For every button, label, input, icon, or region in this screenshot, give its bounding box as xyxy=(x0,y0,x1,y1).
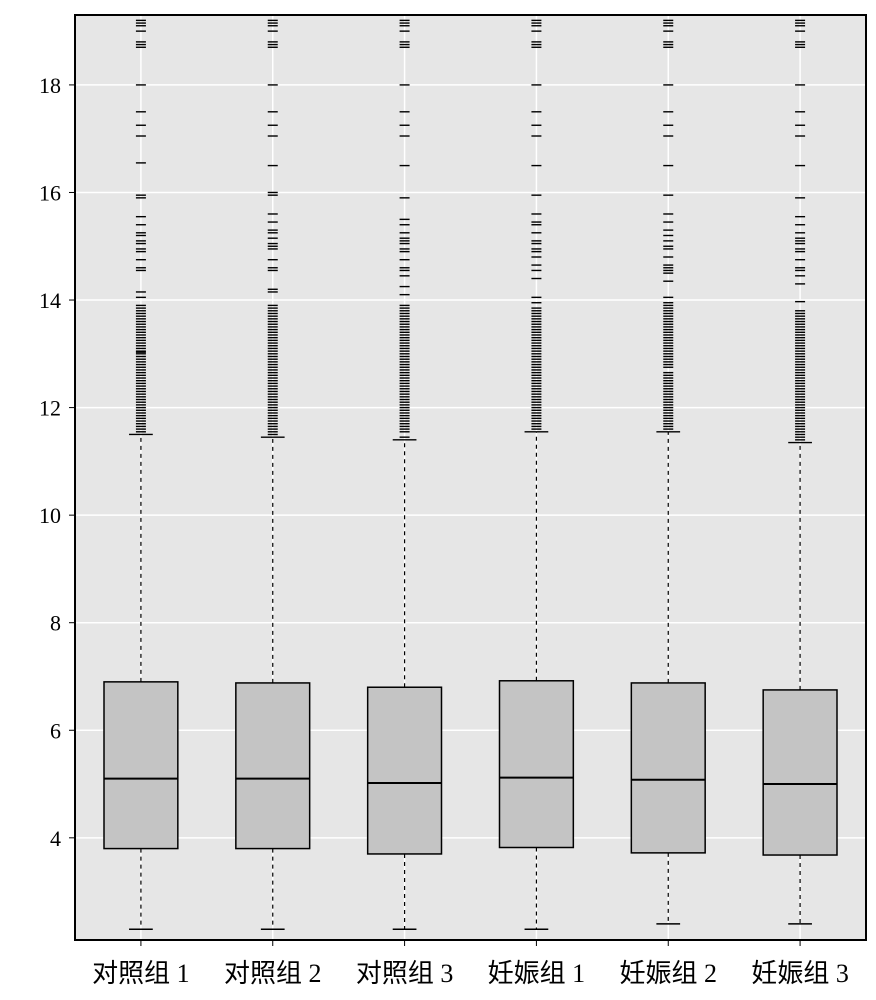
x-axis-category-label: 对照组 1 xyxy=(92,959,190,988)
y-axis-tick-label: 10 xyxy=(39,503,61,528)
box xyxy=(368,687,442,854)
box xyxy=(104,682,178,849)
boxplot-svg: 4 6 8 10 12 14 16 18 对照组 1 对照组 2 对照组 3 妊娠组 1 妊娠组 2 妊娠… xyxy=(0,0,876,1000)
box xyxy=(236,683,310,849)
x-axis-category-label: 妊娠组 1 xyxy=(488,959,586,988)
box xyxy=(763,690,837,855)
y-axis-tick-label: 8 xyxy=(50,611,61,636)
box xyxy=(631,683,705,853)
y-axis-tick-label: 16 xyxy=(39,180,61,205)
x-axis-category-label: 妊娠组 3 xyxy=(751,959,849,988)
y-axis-tick-label: 12 xyxy=(39,396,61,421)
boxplot-chart: 4 6 8 10 12 14 16 18 对照组 1 对照组 2 对照组 3 妊娠组 1 妊娠组 2 妊娠… xyxy=(0,0,876,1000)
x-axis-category-label: 对照组 3 xyxy=(356,959,454,988)
y-axis-tick-label: 18 xyxy=(39,73,61,98)
y-axis-tick-label: 4 xyxy=(50,826,61,851)
box xyxy=(500,681,574,848)
x-axis-category-label: 对照组 2 xyxy=(224,959,322,988)
y-axis-tick-label: 6 xyxy=(50,718,61,743)
y-axis-tick-label: 14 xyxy=(39,288,61,313)
x-axis-category-label: 妊娠组 2 xyxy=(619,959,717,988)
